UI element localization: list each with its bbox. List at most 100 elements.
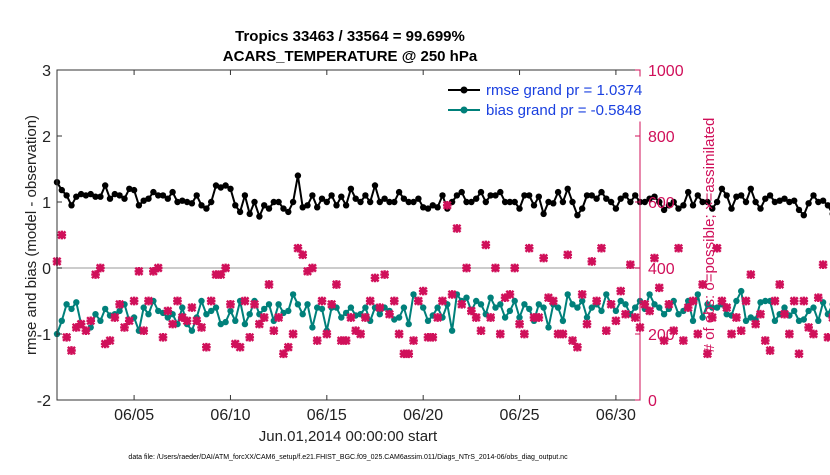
rmse-point (251, 199, 257, 205)
bias-point (815, 318, 821, 324)
obs-count-point (481, 241, 490, 250)
y-axis-label-right: # of obs: o=possible; ×=assimilated (701, 118, 718, 353)
bias-point (801, 316, 807, 322)
y-tick-label-right: 600 (648, 195, 675, 212)
x-axis-label: Jun.01,2014 00:00:00 start (259, 428, 438, 445)
obs-count-point (192, 316, 201, 325)
obs-count-point (756, 310, 765, 319)
rmse-point (131, 187, 137, 193)
obs-count-point (260, 313, 269, 322)
x-tick-label: 06/15 (307, 407, 347, 424)
bias-point (179, 304, 185, 310)
bias-point (116, 308, 122, 314)
obs-count-point (616, 287, 625, 296)
obs-count-point (467, 307, 476, 316)
obs-count-point (322, 330, 331, 339)
rmse-point (285, 209, 291, 215)
y-tick-label-left: -2 (37, 393, 51, 410)
rmse-point (324, 199, 330, 205)
bias-point (555, 304, 561, 310)
rmse-point (820, 198, 826, 204)
bias-point (285, 308, 291, 314)
rmse-point (540, 211, 546, 217)
obs-count-point (655, 283, 664, 292)
y-tick-label-left: 0 (42, 261, 51, 278)
obs-count-point (207, 297, 216, 306)
obs-count-point (216, 270, 225, 279)
rmse-point (439, 192, 445, 198)
obs-count-point (568, 336, 577, 345)
obs-count-point (515, 320, 524, 329)
obs-count-point (241, 297, 250, 306)
rmse-point (415, 196, 421, 202)
obs-count-point (462, 264, 471, 273)
rmse-point (574, 212, 580, 218)
obs-count-point (135, 267, 144, 276)
rmse-point (613, 205, 619, 211)
obs-count-point (612, 316, 621, 325)
rmse-point (598, 189, 604, 195)
bias-point (189, 328, 195, 334)
obs-count-point (265, 280, 274, 289)
bias-point (463, 295, 469, 301)
rmse-point (579, 205, 585, 211)
obs-count-point (506, 290, 515, 299)
obs-count-point (82, 326, 91, 335)
obs-count-point (824, 333, 830, 342)
rmse-point (632, 192, 638, 198)
rmse-point (743, 199, 749, 205)
rmse-point (497, 189, 503, 195)
bias-point (319, 306, 325, 312)
obs-count-point (130, 297, 139, 306)
obs-count-point (766, 346, 775, 355)
obs-count-point (621, 310, 630, 319)
obs-count-point (626, 260, 635, 269)
obs-count-point (433, 313, 442, 322)
rmse-point (690, 202, 696, 208)
rmse-point (796, 207, 802, 213)
bias-point (362, 304, 368, 310)
y-tick-label-right: 400 (648, 261, 675, 278)
rmse-point (748, 186, 754, 192)
obs-count-point (684, 303, 693, 312)
bias-point (59, 318, 65, 324)
chart-title-line1: Tropics 33463 / 33564 = 99.699% (235, 28, 465, 45)
obs-count-point (284, 343, 293, 352)
rmse-point (256, 213, 262, 219)
bias-point (247, 311, 253, 317)
rmse-point (102, 182, 108, 188)
rmse-point (593, 196, 599, 202)
obs-count-point (375, 303, 384, 312)
obs-count-point (221, 264, 230, 273)
bias-point (434, 304, 440, 310)
obs-count-point (443, 201, 452, 210)
rmse-point (295, 172, 301, 178)
obs-count-point (742, 297, 751, 306)
obs-count-point (294, 244, 303, 253)
x-tick-label: 06/05 (114, 407, 154, 424)
obs-count-point (308, 264, 317, 273)
legend-bias-label: bias grand pr = -0.5848 (486, 102, 642, 119)
bias-point (198, 298, 204, 304)
obs-count-point (110, 313, 119, 322)
obs-count-point (477, 326, 486, 335)
rmse-point (724, 192, 730, 198)
obs-count-point (592, 297, 601, 306)
bias-point (68, 306, 74, 312)
obs-count-point (631, 313, 640, 322)
obs-count-point (318, 297, 327, 306)
obs-count-point (679, 336, 688, 345)
rmse-point (203, 205, 209, 211)
rmse-point (627, 199, 633, 205)
rmse-point (791, 198, 797, 204)
obs-count-point (91, 270, 100, 279)
bias-point (540, 304, 546, 310)
y-tick-label-right: 0 (648, 393, 657, 410)
rmse-point (136, 202, 142, 208)
rmse-point (266, 205, 272, 211)
bias-point (516, 314, 522, 320)
bias-point (396, 314, 402, 320)
bias-point (227, 308, 233, 314)
bias-point (478, 301, 484, 307)
